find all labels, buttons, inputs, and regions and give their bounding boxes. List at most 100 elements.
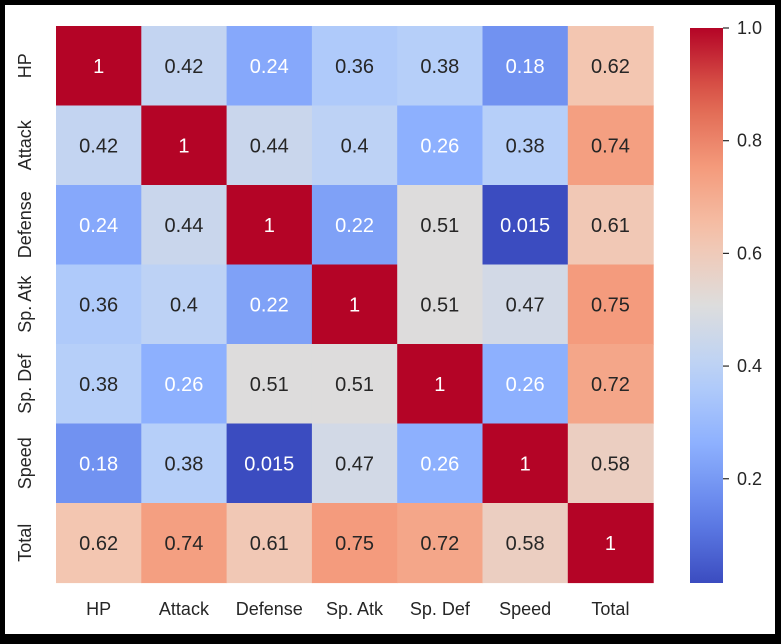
heatmap-cell [226,503,313,584]
cell-annotation: 0.51 [335,374,374,396]
heatmap-cell [141,503,228,584]
heatmap-cell [56,344,142,425]
heatmap-cell [141,105,228,186]
heatmap-cell [397,185,484,266]
heatmap-cell [141,264,228,345]
heatmap-cell [567,264,654,345]
heatmap-cell [397,264,484,345]
cell-annotation: 0.26 [164,374,203,396]
heatmap-cell [56,105,142,186]
y-tick-label: Speed [15,437,35,489]
cell-annotation: 0.42 [79,135,118,157]
colorbar-tick-label: 0.4 [737,356,762,376]
cell-annotation: 1 [349,294,360,316]
cell-annotation: 0.51 [420,294,459,316]
cell-annotation: 0.72 [591,374,630,396]
cell-annotation: 0.47 [506,294,545,316]
cell-annotation: 0.47 [335,453,374,475]
cell-annotation: 1 [520,453,531,475]
y-tick-label: Attack [15,119,35,170]
heatmap-cell [226,423,313,504]
cell-annotation: 0.44 [164,215,203,237]
heatmap-cell [397,105,484,186]
cell-annotation: 0.58 [591,453,630,475]
heatmap-cell [311,344,398,425]
cell-annotation: 0.38 [506,135,545,157]
heatmap-cell [226,264,313,345]
y-tick-label: Total [15,524,35,562]
x-tick-label: Sp. Def [410,599,471,619]
cell-annotation: 0.36 [335,56,374,78]
cell-annotation: 1 [434,374,445,396]
heatmap-cell [311,264,398,345]
heatmap-cell [141,344,228,425]
heatmap-cell [482,344,569,425]
heatmap-cell [397,344,484,425]
x-tick-label: Speed [499,599,551,619]
y-tick-label: HP [15,53,35,78]
cell-annotation: 0.75 [591,294,630,316]
heatmap-cell [141,423,228,504]
heatmap-cell [482,185,569,266]
cell-annotation: 0.75 [335,533,374,555]
x-tick-label: HP [86,599,111,619]
heatmap-cell [226,105,313,186]
cell-annotation: 0.51 [420,215,459,237]
heatmap-cell [567,26,654,107]
heatmap-cell [311,423,398,504]
heatmap-cell [397,423,484,504]
cell-annotation: 0.61 [591,215,630,237]
heatmap-cell [567,105,654,186]
heatmap-cell [311,185,398,266]
x-tick-label: Total [591,599,629,619]
colorbar-gradient [690,28,723,583]
cell-annotation: 0.26 [506,374,545,396]
cell-annotation: 0.38 [79,374,118,396]
heatmap-cell [56,185,142,266]
cell-annotation: 0.4 [341,135,369,157]
cell-annotation: 0.36 [79,294,118,316]
cell-annotation: 1 [93,56,104,78]
colorbar-tick-label: 0.8 [737,131,762,151]
y-axis-tick-labels: HP Attack Defense Sp. Atk Sp. Def Speed Total [15,53,35,562]
cell-annotation: 0.74 [164,533,203,555]
x-tick-label: Sp. Atk [326,599,384,619]
colorbar: 0.2 0.4 0.6 0.8 1.0 [690,18,762,583]
cell-annotation: 0.4 [170,294,198,316]
cell-annotation: 0.62 [591,56,630,78]
heatmap-cell [567,503,654,584]
heatmap-cell [56,264,142,345]
cell-annotation: 1 [264,215,275,237]
cell-annotation: 0.38 [420,56,459,78]
x-axis-tick-labels: HP Attack Defense Sp. Atk Sp. Def Speed Total [86,599,629,619]
cell-annotation: 0.44 [250,135,289,157]
heatmap-cell [311,105,398,186]
cell-annotation: 0.51 [250,374,289,396]
heatmap-cell [567,344,654,425]
x-tick-label: Defense [236,599,303,619]
heatmap-cell [482,503,569,584]
cell-annotation: 0.38 [164,453,203,475]
heatmap-cell [56,423,142,504]
heatmap-cell [482,423,569,504]
y-tick-label: Defense [15,191,35,258]
heatmap-cell [397,503,484,584]
cell-annotations: 1 0.42 0.24 0.36 0.38 0.18 0.62 0.42 1 0.44 0.4 0.2… [79,56,630,555]
heatmap-cell [226,26,313,107]
colorbar-tick-label: 0.6 [737,243,762,263]
cell-annotation: 0.24 [250,56,289,78]
cell-annotation: 0.26 [420,135,459,157]
heatmap-cell [397,26,484,107]
heatmap-cell [56,503,142,584]
cell-annotation: 0.22 [335,215,374,237]
colorbar-tick-label: 1.0 [737,18,762,38]
heatmap-cell [141,26,228,107]
cell-annotation: 0.58 [506,533,545,555]
cell-annotation: 0.26 [420,453,459,475]
heatmap-cell [482,105,569,186]
cell-annotation: 0.18 [506,56,545,78]
cell-annotation: 0.61 [250,533,289,555]
heatmap-cell [226,344,313,425]
